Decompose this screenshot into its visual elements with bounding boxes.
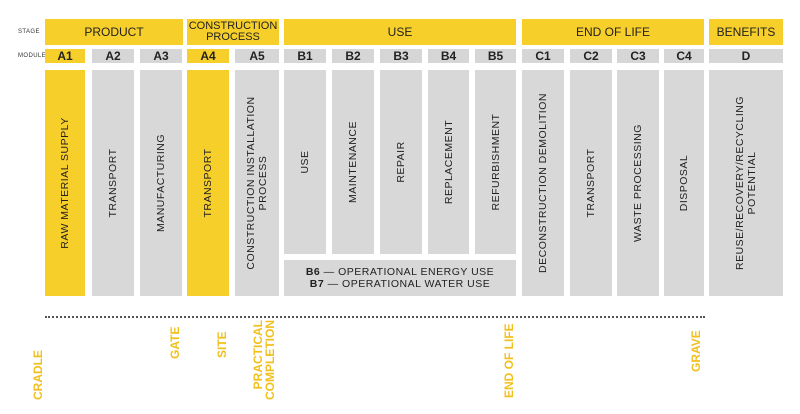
column-b5: REFURBISHMENT: [475, 70, 516, 254]
module-a1: A1: [45, 49, 85, 63]
column-b1-label: USE: [299, 150, 311, 174]
column-a1: RAW MATERIAL SUPPLY: [45, 70, 85, 296]
milestone-practical-completion: PRACTICAL COMPLETION: [251, 320, 277, 400]
module-b5: B5: [475, 49, 516, 63]
module-b1: B1: [284, 49, 326, 63]
stage-row-label: STAGE: [18, 29, 40, 35]
module-b3: B3: [380, 49, 422, 63]
operational-use-box: B6 — OPERATIONAL ENERGY USE B7 — OPERATI…: [284, 260, 516, 296]
module-a4: A4: [187, 49, 229, 63]
module-c1: C1: [522, 49, 564, 63]
milestone-cradle: CRADLE: [31, 350, 45, 400]
module-a5: A5: [235, 49, 279, 63]
stage-construction-process: CONSTRUCTION PROCESS: [187, 19, 279, 45]
column-c4: DISPOSAL: [664, 70, 704, 296]
stage-label: BENEFITS: [716, 24, 776, 39]
module-a2: A2: [92, 49, 134, 63]
stage-label: USE: [387, 24, 413, 39]
column-c2-label: TRANSPORT: [585, 148, 597, 218]
column-a5-label: CONSTRUCTION INSTALLATION PROCESS: [245, 96, 269, 270]
stage-product: PRODUCT: [45, 19, 183, 45]
column-b5-label: REFURBISHMENT: [489, 113, 502, 211]
operational-water-line: B7 — OPERATIONAL WATER USE: [309, 278, 491, 290]
stage-end-of-life: END OF LIFE: [522, 19, 704, 45]
stage-label: PRODUCT: [84, 24, 144, 39]
module-c2: C2: [570, 49, 612, 63]
module-c3: C3: [617, 49, 659, 63]
stage-use: USE: [284, 19, 516, 45]
column-a3: MANUFACTURING: [140, 70, 182, 296]
milestone-site: SITE: [215, 331, 229, 358]
column-a4-label: TRANSPORT: [202, 148, 214, 218]
column-d-label: REUSE/RECOVERY/RECYCLING POTENTIAL: [734, 96, 758, 271]
module-c4: C4: [664, 49, 704, 63]
column-c4-label: DISPOSAL: [678, 154, 690, 212]
column-c3-label: WASTE PROCESSING: [632, 124, 644, 242]
column-a2-label: TRANSPORT: [107, 148, 119, 218]
column-b4: REPLACEMENT: [428, 70, 469, 254]
stage-label: CONSTRUCTION PROCESS: [188, 20, 278, 43]
column-d: REUSE/RECOVERY/RECYCLING POTENTIAL: [709, 70, 783, 296]
column-b3-label: REPAIR: [395, 141, 407, 183]
column-c3: WASTE PROCESSING: [617, 70, 659, 296]
stage-label: END OF LIFE: [575, 24, 650, 39]
module-b2: B2: [332, 49, 374, 63]
module-b4: B4: [428, 49, 469, 63]
operational-energy-line: B6 — OPERATIONAL ENERGY USE: [305, 266, 495, 278]
module-a3: A3: [140, 49, 182, 63]
milestone-grave: GRAVE: [689, 330, 703, 372]
column-a1-label: RAW MATERIAL SUPPLY: [59, 117, 71, 249]
column-c1-label: DECONSTRUCTION DEMOLITION: [537, 93, 549, 273]
column-b2-label: MAINTENANCE: [347, 121, 359, 203]
stage-benefits: BENEFITS: [709, 19, 783, 45]
milestone-end-of-life: END OF LIFE: [502, 323, 516, 398]
milestone-gate: GATE: [168, 326, 182, 359]
column-b1: USE: [284, 70, 326, 254]
module-row-label: MODULE: [18, 53, 47, 59]
lifecycle-timeline: [45, 316, 705, 318]
column-c1: DECONSTRUCTION DEMOLITION: [522, 70, 564, 296]
column-c2: TRANSPORT: [570, 70, 612, 296]
column-a5: CONSTRUCTION INSTALLATION PROCESS: [235, 70, 279, 296]
column-a4: TRANSPORT: [187, 70, 229, 296]
module-d: D: [709, 49, 783, 63]
column-a3-label: MANUFACTURING: [155, 133, 167, 233]
column-b2: MAINTENANCE: [332, 70, 374, 254]
column-a2: TRANSPORT: [92, 70, 134, 296]
column-b4-label: REPLACEMENT: [442, 119, 455, 205]
column-b3: REPAIR: [380, 70, 422, 254]
